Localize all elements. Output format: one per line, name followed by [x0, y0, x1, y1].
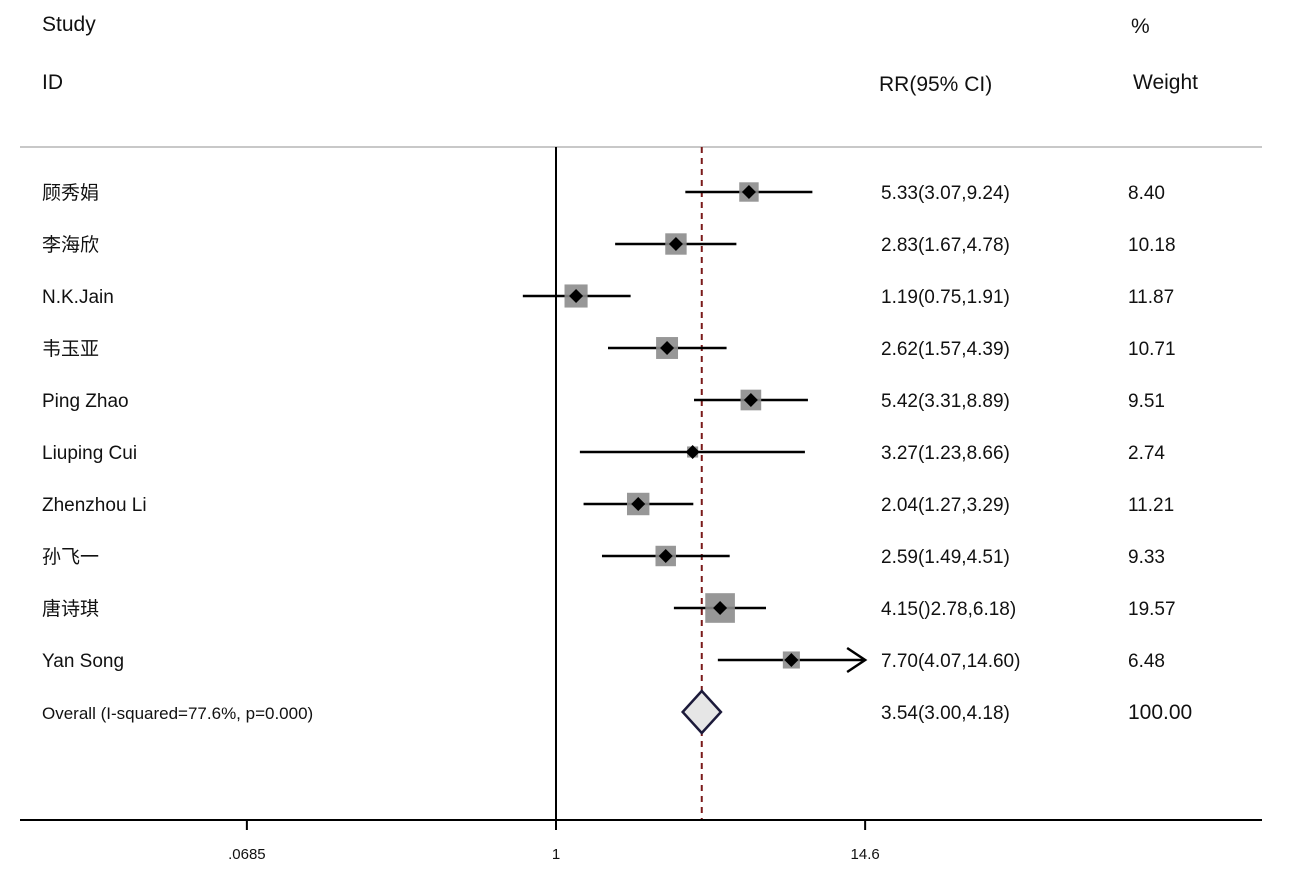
study-row: N.K.Jain 1.19(0.75,1.91) 11.87	[42, 284, 1174, 308]
study-name: Liuping Cui	[42, 443, 137, 464]
header-id: ID	[42, 71, 63, 94]
weight-value: 2.74	[1128, 443, 1165, 464]
x-axis-ticks: .0685 1 14.6	[228, 820, 880, 863]
study-rows: 顾秀娟 5.33(3.07,9.24) 8.40 李海欣 2.83(1.67,4.78)…	[42, 182, 1192, 735]
ci-value: 3.27(1.23,8.66)	[881, 443, 1010, 464]
study-row: Liuping Cui 3.27(1.23,8.66) 2.74	[42, 443, 1165, 464]
overall-ci-value: 3.54(3.00,4.18)	[881, 703, 1010, 724]
ci-value: 2.59(1.49,4.51)	[881, 547, 1010, 568]
ci-value: 5.33(3.07,9.24)	[881, 183, 1010, 204]
overall-weight-value: 100.00	[1128, 701, 1192, 724]
x-tick-label: 1	[552, 846, 560, 863]
study-name: 韦玉亚	[42, 338, 99, 360]
point-estimate	[631, 497, 646, 511]
ci-value: 2.04(1.27,3.29)	[881, 495, 1010, 516]
ci-value: 7.70(4.07,14.60)	[881, 651, 1020, 672]
weight-value: 6.48	[1128, 651, 1165, 672]
header-study: Study	[42, 13, 96, 36]
weight-value: 10.18	[1128, 235, 1176, 256]
ci-value: 2.62(1.57,4.39)	[881, 339, 1010, 360]
weight-value: 9.51	[1128, 391, 1165, 412]
study-row: Zhenzhou Li 2.04(1.27,3.29) 11.21	[42, 492, 1174, 516]
point-estimate	[713, 601, 728, 615]
ci-arrow	[846, 646, 868, 674]
study-name: Ping Zhao	[42, 391, 129, 412]
study-row: 韦玉亚 2.62(1.57,4.39) 10.71	[42, 337, 1176, 360]
ci-value: 2.83(1.67,4.78)	[881, 235, 1010, 256]
point-estimate	[668, 237, 683, 251]
point-estimate	[685, 445, 700, 459]
point-estimate	[658, 549, 673, 563]
weight-value: 10.71	[1128, 339, 1176, 360]
study-row: 顾秀娟 5.33(3.07,9.24) 8.40	[42, 182, 1165, 204]
overall-row: Overall (I-squared=77.6%, p=0.000) 3.54(3…	[42, 689, 1192, 735]
point-estimate	[743, 393, 758, 407]
weight-value: 19.57	[1128, 599, 1176, 620]
overall-label: Overall (I-squared=77.6%, p=0.000)	[42, 704, 313, 723]
study-name: 唐诗琪	[42, 598, 99, 620]
header-weight: Weight	[1133, 71, 1198, 94]
ci-value: 1.19(0.75,1.91)	[881, 287, 1010, 308]
study-name: N.K.Jain	[42, 287, 114, 308]
study-name: Yan Song	[42, 651, 124, 672]
point-estimate	[569, 289, 584, 303]
header-percent: %	[1131, 15, 1150, 38]
point-estimate	[660, 341, 675, 355]
study-row: Yan Song 7.70(4.07,14.60) 6.48	[42, 646, 1165, 674]
study-row: 孙飞一 2.59(1.49,4.51) 9.33	[42, 545, 1165, 568]
study-name: 孙飞一	[42, 546, 99, 568]
x-tick-label: 14.6	[851, 846, 880, 863]
point-estimate	[741, 185, 756, 199]
ci-value: 4.15()2.78,6.18)	[881, 599, 1016, 620]
header-effect: RR(95% CI)	[879, 73, 992, 96]
study-name: Zhenzhou Li	[42, 495, 147, 516]
ci-value: 5.42(3.31,8.89)	[881, 391, 1010, 412]
study-row: Ping Zhao 5.42(3.31,8.89) 9.51	[42, 389, 1165, 412]
weight-value: 11.87	[1128, 287, 1174, 308]
study-name: 顾秀娟	[42, 182, 99, 204]
overall-diamond	[680, 689, 723, 735]
weight-value: 11.21	[1128, 495, 1174, 516]
x-tick-label: .0685	[228, 846, 266, 863]
weight-value: 8.40	[1128, 183, 1165, 204]
weight-value: 9.33	[1128, 547, 1165, 568]
point-estimate	[784, 653, 799, 667]
study-name: 李海欣	[42, 234, 99, 256]
study-row: 唐诗琪 4.15()2.78,6.18) 19.57	[42, 593, 1176, 623]
study-row: 李海欣 2.83(1.67,4.78) 10.18	[42, 233, 1176, 256]
